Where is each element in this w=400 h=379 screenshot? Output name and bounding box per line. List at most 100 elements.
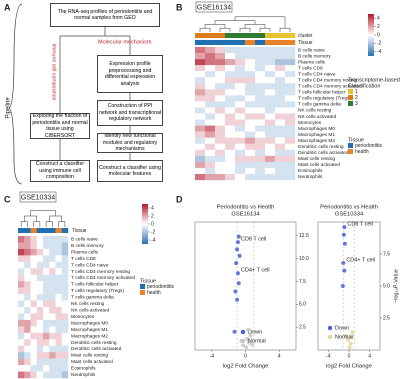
heatmap-cell <box>215 161 226 169</box>
heatmap-cell <box>61 268 69 275</box>
y-tick-label: 7.5 <box>383 251 390 257</box>
heatmap-cell <box>195 125 206 132</box>
heatmap-cell <box>285 65 296 72</box>
heatmap-cell <box>30 326 37 334</box>
heatmap-cell <box>215 59 226 66</box>
heatmap-cell <box>285 101 296 108</box>
point <box>347 345 352 350</box>
colorbar-tick-label: -2 <box>151 229 156 235</box>
point-label: CD4+ T cell <box>241 268 270 274</box>
heatmap-cell <box>265 155 276 163</box>
point <box>240 343 245 348</box>
heatmap-cell <box>18 339 25 346</box>
heatmap-cell <box>36 352 44 359</box>
heatmap-cell <box>235 47 246 54</box>
y-tick-label: 5.0 <box>383 283 390 289</box>
heatmap-cell <box>55 339 62 346</box>
heatmap-cell <box>225 173 236 181</box>
branch-label: Immune cell composition <box>51 43 57 100</box>
tissue-cell <box>43 228 50 233</box>
heatmap-cell <box>265 131 276 138</box>
heatmap-cell <box>18 326 25 334</box>
heatmap-cell <box>49 268 56 275</box>
heatmap-cell <box>24 365 31 372</box>
heatmap-cell <box>265 149 276 157</box>
heatmap-cell <box>275 161 286 169</box>
legend-swatch <box>327 325 333 331</box>
heatmap-cell <box>285 71 296 78</box>
heatmap-cell <box>275 167 286 175</box>
heatmap-cell <box>195 155 206 163</box>
heatmap-cell <box>215 65 226 72</box>
heatmap-cell <box>55 313 62 321</box>
row-label: Macrophages M0 <box>298 126 335 132</box>
panel-label: C <box>4 194 11 204</box>
heatmap-cell <box>275 107 286 114</box>
legend-title: Transcriptome-based <box>348 77 400 83</box>
heatmap-cell <box>30 261 37 269</box>
heatmap-cell <box>36 358 44 366</box>
heatmap-cell <box>245 95 256 102</box>
heatmap-cell <box>235 101 246 108</box>
dendrogram <box>45 221 53 227</box>
heatmap-cell <box>24 294 31 301</box>
y-tick-label: 12.5 <box>299 233 309 239</box>
heatmap-cell <box>205 101 216 108</box>
annotation-label: Tissue <box>298 40 313 46</box>
heatmap-cell <box>49 371 56 379</box>
flow-box: Identify new functional modules and regu… <box>97 133 163 153</box>
heatmap-cell <box>36 345 44 353</box>
y-tick-label: 10.0 <box>299 256 309 262</box>
heatmap-cell <box>225 125 236 132</box>
row-label: B cells naive <box>298 47 325 53</box>
heatmap-cell <box>18 248 25 256</box>
heatmap-cell <box>265 161 276 169</box>
x-axis-label: log2 Fold Change <box>326 364 372 370</box>
row-label: NK cells activated <box>71 307 109 313</box>
x-tick-label: 0 <box>244 353 247 359</box>
colorbar-tick-label: -4 <box>151 237 156 243</box>
colorbar-tick-label: -4 <box>377 49 382 55</box>
heatmap-cell <box>18 307 25 314</box>
heatmap-cell <box>235 125 246 132</box>
heatmap-cell <box>275 131 286 138</box>
heatmap-cell <box>30 352 37 359</box>
legend-swatch <box>327 334 333 340</box>
plot-subtitle: GSE16134 <box>231 212 260 218</box>
legend-label: 1 <box>355 89 358 95</box>
heatmap-cell <box>225 101 236 108</box>
heatmap-cell <box>24 358 31 366</box>
heatmap-cell <box>43 300 50 308</box>
point <box>341 260 346 265</box>
heatmap-cell <box>265 125 276 132</box>
heatmap-cell <box>43 365 50 372</box>
heatmap-cell <box>49 242 56 250</box>
heatmap-cell <box>55 332 62 340</box>
row-label: T cells CD4 naive <box>71 262 109 268</box>
heatmap-cell <box>225 113 236 120</box>
heatmap-cell <box>255 161 266 169</box>
heatmap-cell <box>195 71 206 78</box>
heatmap-cell <box>49 345 56 353</box>
heatmap-cell <box>43 345 50 353</box>
row-label: T cells CD8 <box>71 256 96 262</box>
point <box>233 289 238 294</box>
heatmap-cell <box>205 167 216 175</box>
heatmap-cell <box>30 248 37 256</box>
dendrogram <box>279 27 291 32</box>
colorbar <box>142 204 148 244</box>
heatmap-cell <box>235 161 246 169</box>
legend-title: Tissue <box>140 278 156 284</box>
heatmap-cell <box>24 332 31 340</box>
heatmap-cell <box>195 101 206 108</box>
heatmap-cell <box>43 294 50 301</box>
heatmap-cell <box>61 332 69 340</box>
heatmap-cell <box>36 255 44 263</box>
row-label: Dendritic cells activated <box>71 346 122 352</box>
heatmap-cell <box>61 274 69 282</box>
legend-label: 3 <box>355 101 358 107</box>
heatmap-cell <box>245 83 256 90</box>
dataset-label: GSE16134 <box>197 4 231 11</box>
heatmap-cell <box>275 59 286 66</box>
heatmap-cell <box>235 173 246 181</box>
